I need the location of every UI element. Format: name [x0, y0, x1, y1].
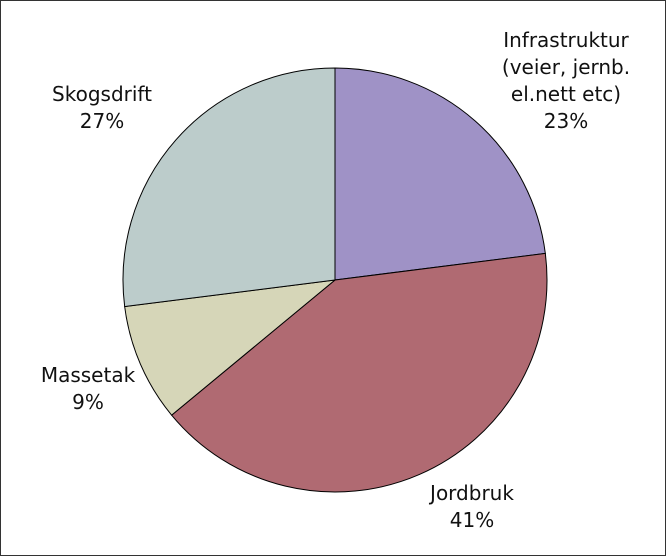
- value-label: 41%: [450, 508, 494, 532]
- pie-slice: [122, 67, 336, 308]
- pie-slice: [124, 279, 337, 416]
- value-label: 23%: [544, 109, 588, 133]
- pie-slice: [334, 67, 546, 281]
- value-label: 27%: [80, 109, 124, 133]
- slice-label: Skogsdrift: [52, 82, 152, 106]
- pie-slice: [170, 252, 548, 493]
- value-label: 9%: [72, 390, 104, 414]
- slice-label: Massetak: [41, 363, 136, 387]
- slice-label: Infrastruktur (veier, jernb. el.nett etc): [502, 28, 630, 106]
- slice-label: Jordbruk: [428, 481, 514, 505]
